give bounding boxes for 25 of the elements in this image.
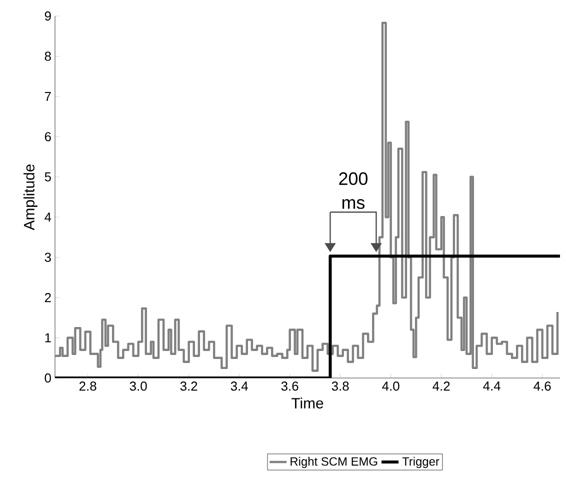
x-axis-title: Time [292,398,324,408]
y-tick-label: 6 [44,132,51,142]
x-tick-label: 3.0 [130,382,147,391]
y-tick-label: 2 [44,293,51,302]
x-tick-label: 4.2 [432,382,450,391]
y-tick-label: 3 [44,252,51,262]
x-tick-label: 3.4 [230,382,248,391]
x-tick-label: 3.8 [332,382,349,391]
y-tick-label: 1 [45,333,51,342]
x-tick-label: 3.2 [180,382,198,391]
x-tick-label: 3.6 [281,382,298,391]
x-tick-label: 4.4 [483,382,500,390]
x-tick-label: 4.0 [382,382,400,391]
y-tick-label: 7 [44,92,51,101]
legend-label: Trigger [402,456,440,468]
annotation: 200 ms [339,172,368,209]
legend-label: Right SCM EMG [290,456,378,468]
y-tick-label: 5 [44,172,51,182]
y-axis-title: Amplitude [24,164,38,230]
y-tick-label: 9 [44,11,51,21]
x-tick-label: 4.6 [534,382,551,391]
y-tick-label: 8 [44,52,51,61]
x-tick-label: 2.8 [79,382,96,391]
y-tick-label: 4 [44,212,52,222]
y-tick-label: 0 [44,373,51,383]
